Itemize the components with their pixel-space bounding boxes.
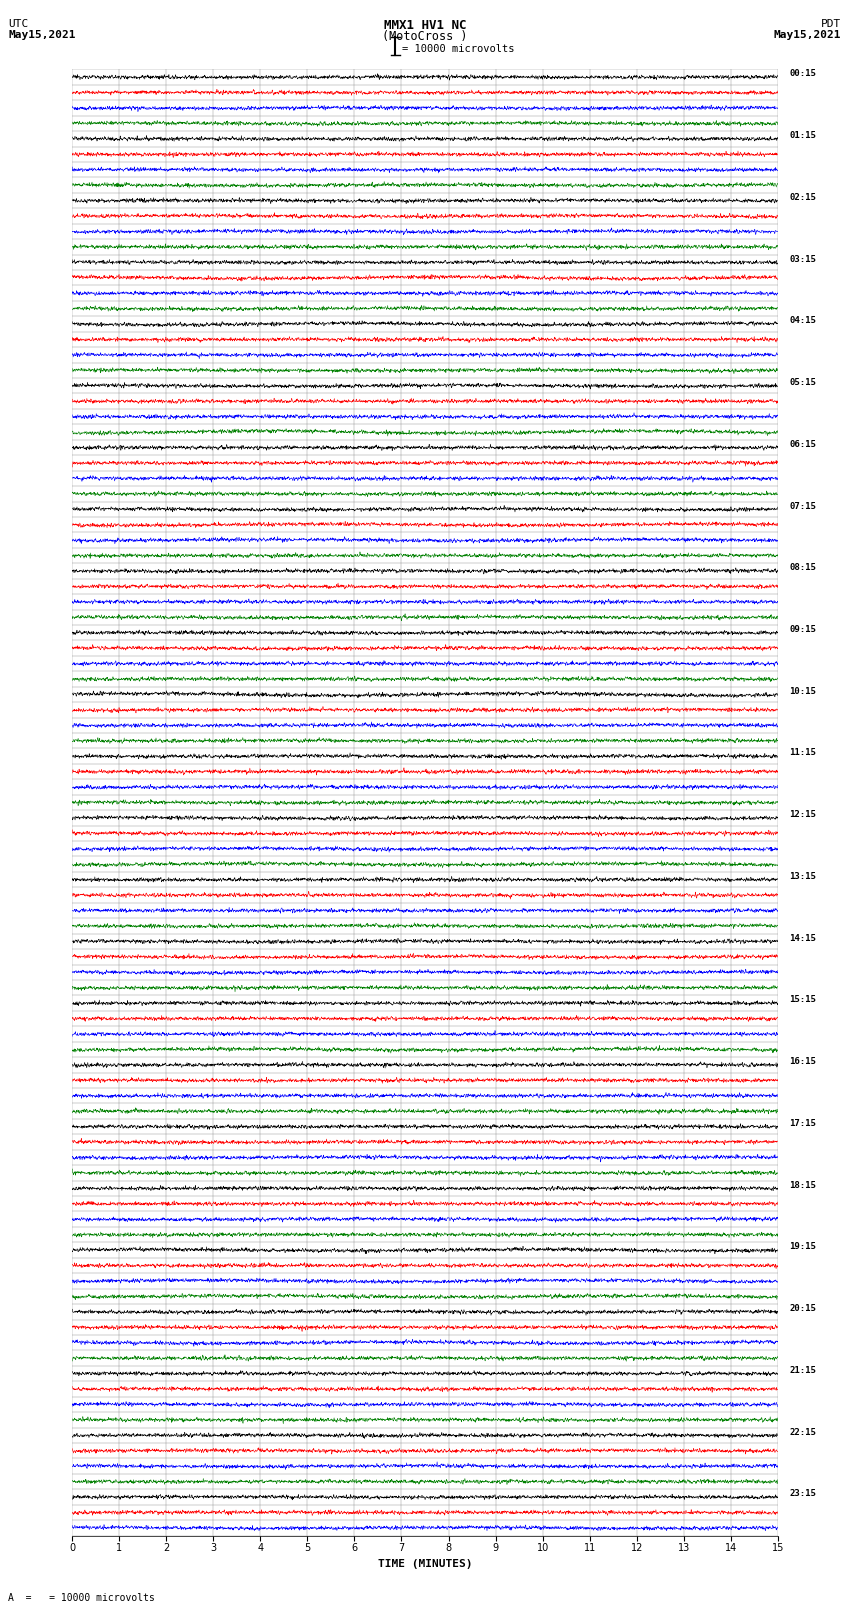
Text: (MotoCross ): (MotoCross ) bbox=[382, 31, 468, 44]
Text: 05:15: 05:15 bbox=[790, 377, 816, 387]
Text: 14:15: 14:15 bbox=[790, 934, 816, 942]
Text: A  =   = 10000 microvolts: A = = 10000 microvolts bbox=[8, 1594, 156, 1603]
Text: 03:15: 03:15 bbox=[790, 255, 816, 263]
Text: 17:15: 17:15 bbox=[790, 1119, 816, 1127]
Text: 08:15: 08:15 bbox=[790, 563, 816, 573]
Text: 16:15: 16:15 bbox=[790, 1057, 816, 1066]
Text: May15,2021: May15,2021 bbox=[774, 31, 842, 40]
Text: 21:15: 21:15 bbox=[790, 1366, 816, 1374]
Text: 23:15: 23:15 bbox=[790, 1489, 816, 1498]
Text: 10:15: 10:15 bbox=[790, 687, 816, 695]
X-axis label: TIME (MINUTES): TIME (MINUTES) bbox=[377, 1558, 473, 1569]
Text: 01:15: 01:15 bbox=[790, 131, 816, 140]
Text: 00:15: 00:15 bbox=[790, 69, 816, 79]
Text: 09:15: 09:15 bbox=[790, 624, 816, 634]
Text: 04:15: 04:15 bbox=[790, 316, 816, 326]
Text: 12:15: 12:15 bbox=[790, 810, 816, 819]
Text: 02:15: 02:15 bbox=[790, 194, 816, 202]
Text: 13:15: 13:15 bbox=[790, 873, 816, 881]
Text: 19:15: 19:15 bbox=[790, 1242, 816, 1252]
Text: MMX1 HV1 NC: MMX1 HV1 NC bbox=[383, 18, 467, 32]
Text: 15:15: 15:15 bbox=[790, 995, 816, 1005]
Text: PDT: PDT bbox=[821, 18, 842, 29]
Text: 06:15: 06:15 bbox=[790, 440, 816, 448]
Text: 18:15: 18:15 bbox=[790, 1181, 816, 1190]
Text: = 10000 microvolts: = 10000 microvolts bbox=[402, 44, 514, 55]
Text: May15,2021: May15,2021 bbox=[8, 31, 76, 40]
Text: UTC: UTC bbox=[8, 18, 29, 29]
Text: 07:15: 07:15 bbox=[790, 502, 816, 510]
Text: 22:15: 22:15 bbox=[790, 1428, 816, 1437]
Text: 20:15: 20:15 bbox=[790, 1303, 816, 1313]
Text: 11:15: 11:15 bbox=[790, 748, 816, 758]
